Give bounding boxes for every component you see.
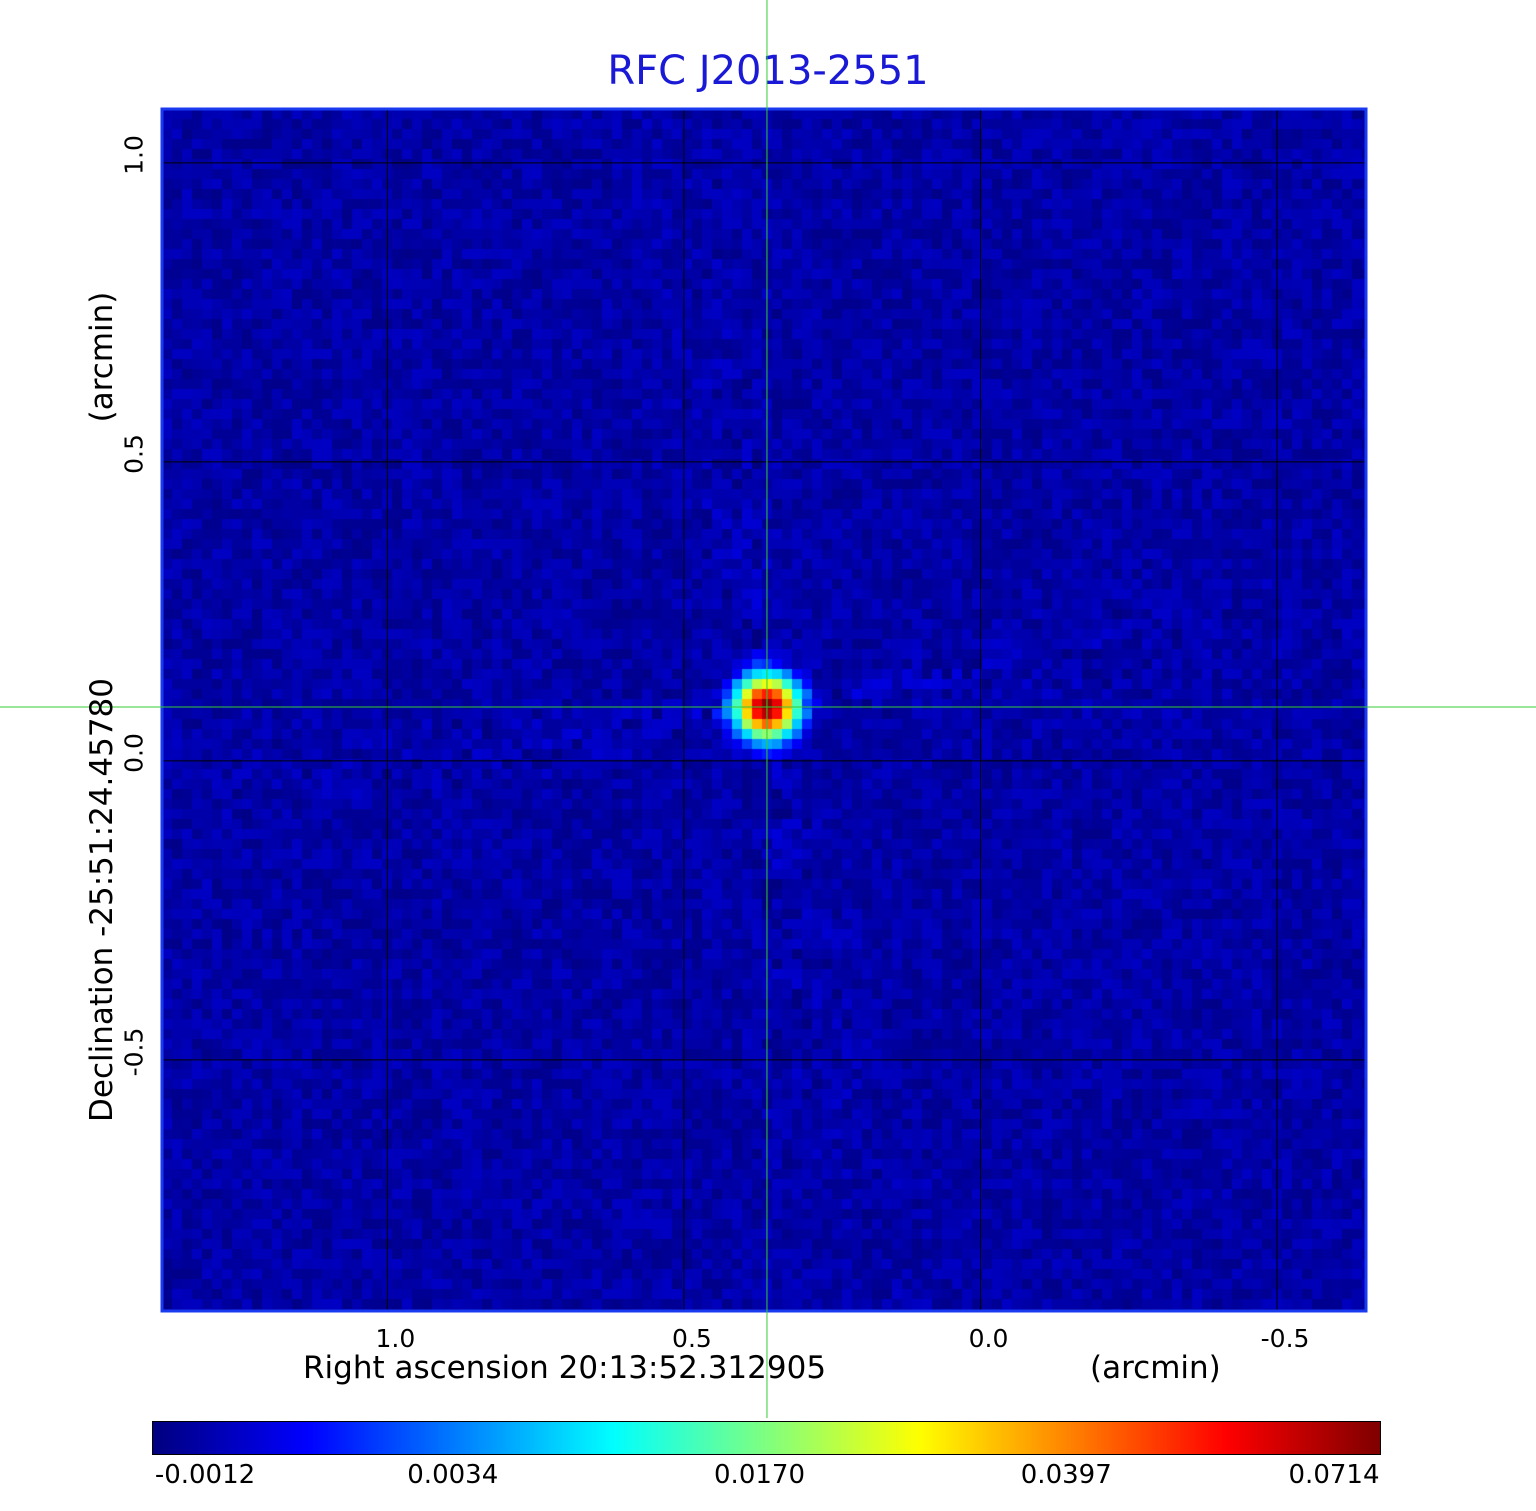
x-tick-label: 0.5 bbox=[672, 1324, 712, 1353]
chart-title: RFC J2013-2551 bbox=[607, 48, 929, 94]
sky-image bbox=[162, 109, 1366, 1311]
x-tick-label: 0.0 bbox=[968, 1324, 1009, 1353]
y-axis-unit: (arcmin) bbox=[84, 291, 120, 423]
plot-frame bbox=[160, 107, 1368, 1313]
colorbar-tick-label: 0.0397 bbox=[1020, 1460, 1112, 1490]
x-axis-unit: (arcmin) bbox=[1090, 1350, 1221, 1386]
colorbar-tick-label: 0.0714 bbox=[1288, 1460, 1380, 1490]
y-axis-label: Declination -25:51:24.45780 bbox=[84, 678, 120, 1122]
x-axis-label: Right ascension 20:13:52.312905 bbox=[303, 1350, 827, 1386]
y-tick-label: 0.5 bbox=[119, 433, 149, 474]
x-tick-label: -0.5 bbox=[1260, 1324, 1310, 1353]
colorbar-tick-label: 0.0034 bbox=[407, 1460, 499, 1490]
colorbar-tick-label: 0.0170 bbox=[714, 1460, 805, 1490]
grid-lines bbox=[162, 109, 1366, 1311]
y-tick-label: 0.0 bbox=[119, 732, 149, 773]
colorbar bbox=[152, 1421, 1381, 1455]
colorbar-tick-label: -0.0012 bbox=[154, 1460, 256, 1490]
y-tick-label: 1.0 bbox=[119, 134, 149, 175]
x-tick-label: 1.0 bbox=[375, 1324, 416, 1353]
y-tick-label: -0.5 bbox=[119, 1027, 149, 1077]
